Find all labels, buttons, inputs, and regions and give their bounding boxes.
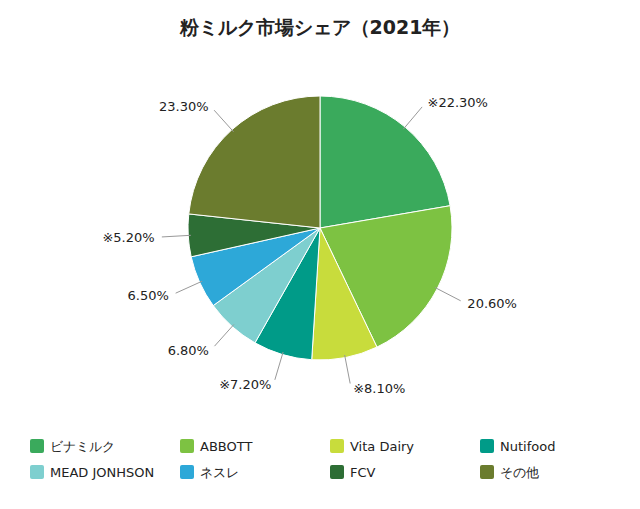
data-label: 6.80% <box>168 343 209 358</box>
data-labels: ※22.30% 20.60% ※8.10% ※7.20% 6.80% 6.50% ※5.20… <box>102 95 517 396</box>
legend-swatch <box>180 465 194 479</box>
data-label: 23.30% <box>159 99 209 114</box>
legend-label: FCV <box>350 465 376 480</box>
legend-item: ABBOTT <box>180 439 252 454</box>
legend-item: FCV <box>330 465 376 480</box>
title: 粉ミルク市場シェア（2021年） <box>179 16 461 38</box>
data-label: ※8.10% <box>353 381 405 396</box>
legend-swatch <box>30 439 44 453</box>
legend-label: Vita Dairy <box>350 439 414 454</box>
legend-item: MEAD JONHSON <box>30 465 154 480</box>
legend-swatch <box>180 439 194 453</box>
legend-label: Nutifood <box>500 439 555 454</box>
leader-line <box>275 352 283 380</box>
legend-item: Vita Dairy <box>330 439 414 454</box>
legend-label: その他 <box>500 465 539 480</box>
leader-line <box>162 235 191 237</box>
legend-swatch <box>480 439 494 453</box>
legend-label: MEAD JONHSON <box>50 465 154 480</box>
legend-label: ABBOTT <box>200 439 252 454</box>
slice <box>189 96 320 228</box>
slices <box>188 96 452 360</box>
data-label: 6.50% <box>128 288 169 303</box>
data-label: ※22.30% <box>428 95 488 110</box>
legend-label: ネスレ <box>200 465 239 480</box>
slice <box>312 228 377 360</box>
legend: ビナミルク ABBOTT Vita Dairy Nutifood MEAD JONHSO… <box>30 439 555 480</box>
legend-swatch <box>330 465 344 479</box>
leader-line <box>176 281 202 293</box>
leader-line <box>435 287 461 300</box>
data-label: 20.60% <box>467 296 517 311</box>
leader-line <box>214 110 233 132</box>
legend-item: ネスレ <box>180 465 239 480</box>
leader-line <box>403 107 422 129</box>
legend-item: ビナミルク <box>30 439 115 454</box>
legend-swatch <box>330 439 344 453</box>
legend-swatch <box>30 465 44 479</box>
legend-item: Nutifood <box>480 439 555 454</box>
chart-container: 粉ミルク市場シェア（2021年） ※22.30% 20.60% ※8.10% ※7.20… <box>0 0 640 509</box>
leader-line <box>215 324 234 346</box>
data-label: ※5.20% <box>102 230 154 245</box>
legend-label: ビナミルク <box>50 439 115 454</box>
slice <box>320 96 450 228</box>
legend-swatch <box>480 465 494 479</box>
chart: 粉ミルク市場シェア（2021年） ※22.30% 20.60% ※8.10% ※7.20… <box>0 0 640 509</box>
legend-item: その他 <box>480 465 539 480</box>
data-label: ※7.20% <box>219 377 271 392</box>
leader-line <box>345 355 351 384</box>
